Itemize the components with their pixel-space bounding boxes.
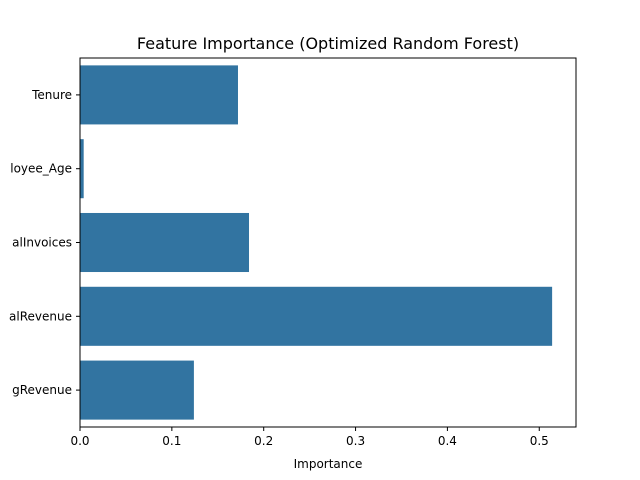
y-axis-ticks: Tenure loyee_Age alInvoices alRevenue gReven… [9, 88, 80, 397]
y-tick-label: alRevenue [9, 309, 72, 323]
bar-tenure [80, 65, 238, 125]
y-tick-label: alInvoices [12, 236, 72, 250]
x-tick-label: 0.0 [70, 434, 89, 448]
x-tick-label: 0.5 [530, 434, 549, 448]
bars-group [80, 65, 553, 420]
x-tick-label: 0.1 [162, 434, 181, 448]
x-tick-label: 0.2 [254, 434, 273, 448]
bar-totalrevenue [80, 286, 553, 346]
y-tick-label: Tenure [31, 88, 72, 102]
bar-totalinvoices [80, 212, 250, 273]
bar-avgrevenue [80, 360, 194, 420]
x-axis-ticks: 0.0 0.1 0.2 0.3 0.4 0.5 [70, 427, 549, 448]
x-tick-label: 0.4 [438, 434, 457, 448]
x-axis-label: Importance [294, 457, 363, 471]
bar-employee-age [80, 139, 84, 199]
plot-frame [79, 57, 577, 428]
chart-title: Feature Importance (Optimized Random For… [137, 34, 519, 53]
y-tick-label: loyee_Age [10, 162, 72, 176]
y-tick-label: gRevenue [12, 383, 72, 397]
x-tick-label: 0.3 [346, 434, 365, 448]
